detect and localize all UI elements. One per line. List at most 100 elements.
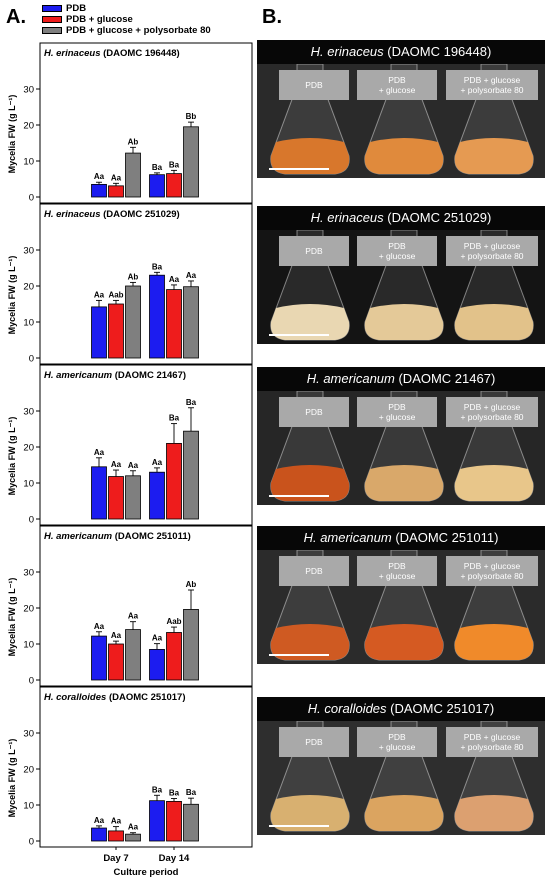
significance-label: Aa [128, 461, 139, 470]
significance-label: Aa [111, 173, 122, 182]
bar [166, 173, 182, 198]
culture-liquid [270, 624, 350, 660]
culture-liquid [364, 138, 444, 174]
photo-title: H. americanum (DAOMC 21467) [257, 367, 545, 391]
chart-title-strain: (DAOMC 251011) [112, 531, 191, 542]
y-tick-label: 20 [23, 765, 34, 776]
photo-title-species: H. americanum [303, 530, 392, 545]
legend-label-glucose: PDB + glucose [66, 14, 133, 25]
chart-frame [39, 203, 253, 365]
panel-a-letter: A. [6, 6, 26, 28]
photo-title-species: H. americanum [306, 371, 395, 386]
y-axis-label: Mycelia FW (g L⁻¹) [7, 95, 17, 174]
legend-label-pdb: PDB [66, 3, 87, 14]
photo-title-strain: (DAOMC 251017) [386, 701, 495, 716]
significance-label: Aa [94, 448, 105, 457]
significance-label: Aa [169, 275, 180, 284]
significance-label: Aa [94, 290, 105, 299]
y-tick-label: 0 [29, 515, 34, 526]
significance-label: Aa [152, 634, 163, 643]
medium-label: PDB [279, 556, 349, 586]
culture-liquid [454, 465, 534, 501]
photo-panel: H. erinaceus (DAOMC 251029) PDB PDB + gluc… [257, 206, 545, 344]
y-tick-label: 30 [23, 568, 34, 579]
culture-liquid [454, 624, 534, 660]
x-tick-label: Day 14 [159, 853, 190, 864]
significance-label: Aa [128, 612, 139, 621]
bar [166, 442, 182, 520]
significance-label: Aa [94, 816, 105, 825]
bar [91, 306, 107, 359]
legend-item-glucose: PDB + glucose [42, 14, 211, 25]
chart-title-strain: (DAOMC 251017) [106, 692, 185, 703]
y-axis-label: Mycelia FW (g L⁻¹) [7, 578, 17, 657]
medium-label: PDB [279, 236, 349, 266]
significance-label: Bb [186, 112, 197, 121]
y-tick-label: 20 [23, 121, 34, 132]
culture-liquid [364, 465, 444, 501]
photo-title-species: H. coralloides [307, 701, 387, 716]
bar [91, 635, 107, 681]
significance-label: Ab [128, 137, 139, 146]
y-axis-label: Mycelia FW (g L⁻¹) [7, 417, 17, 496]
scale-bar [269, 825, 329, 827]
y-tick-label: 30 [23, 85, 34, 96]
photo-title-species: H. erinaceus [310, 210, 384, 225]
legend-label-polysorbate: PDB + glucose + polysorbate 80 [66, 25, 211, 36]
significance-label: Ba [169, 789, 180, 798]
chart-title-species: H. americanum [44, 370, 113, 381]
medium-label: PDB [279, 70, 349, 100]
legend: PDB PDB + glucose PDB + glucose + polyso… [42, 3, 211, 36]
bar-charts-panel-a: H. erinaceus (DAOMC 196448) 0 10 20 30 Myceli… [7, 42, 253, 878]
significance-label: Aa [128, 823, 139, 832]
chart-title-species: H. coralloides [44, 692, 106, 703]
scale-bar [269, 334, 329, 336]
significance-label: Aa [111, 460, 122, 469]
culture-liquid [364, 624, 444, 660]
medium-label: PDB + glucose [357, 397, 437, 427]
significance-label: Ba [186, 398, 197, 407]
medium-label: PDB + glucose + polysorbate 80 [446, 556, 538, 586]
photo-panel: H. coralloides (DAOMC 251017) PDB PDB + gl… [257, 697, 545, 835]
bar [149, 274, 165, 359]
culture-liquid [364, 795, 444, 831]
bar [183, 803, 199, 842]
photo-title-strain: (DAOMC 21467) [394, 371, 496, 386]
medium-label: PDB + glucose [357, 70, 437, 100]
medium-label: PDB + glucose + polysorbate 80 [446, 70, 538, 100]
medium-label: PDB + glucose [357, 727, 437, 757]
photo-title-strain: (DAOMC 251011) [391, 530, 499, 545]
bar [183, 126, 199, 198]
significance-label: Ba [152, 785, 163, 794]
y-tick-label: 10 [23, 640, 34, 651]
bar [166, 801, 182, 842]
bar [166, 289, 182, 359]
medium-label: PDB + glucose + polysorbate 80 [446, 397, 538, 427]
culture-liquid [270, 138, 350, 174]
photo-title: H. coralloides (DAOMC 251017) [257, 697, 545, 721]
photo-title-strain: (DAOMC 196448) [383, 44, 492, 59]
significance-label: Ba [186, 788, 197, 797]
y-tick-label: 0 [29, 354, 34, 365]
bar [183, 286, 199, 359]
bar [125, 833, 141, 842]
y-tick-label: 0 [29, 837, 34, 848]
culture-liquid [454, 138, 534, 174]
photo-panel: H. americanum (DAOMC 21467) PDB PDB + gluc… [257, 367, 545, 505]
y-axis-label: Mycelia FW (g L⁻¹) [7, 256, 17, 335]
legend-swatch-polysorbate [42, 27, 62, 34]
significance-label: Ba [169, 414, 180, 423]
significance-label: Ab [186, 580, 197, 589]
chart-title-strain: (DAOMC 21467) [112, 370, 186, 381]
y-tick-label: 20 [23, 443, 34, 454]
significance-label: Aa [94, 622, 105, 631]
y-tick-label: 30 [23, 246, 34, 257]
significance-label: Aa [152, 458, 163, 467]
culture-liquid [364, 304, 444, 340]
bar [149, 471, 165, 520]
bar [108, 185, 124, 198]
chart-title: H. erinaceus (DAOMC 196448) [44, 48, 180, 59]
y-tick-label: 30 [23, 729, 34, 740]
y-tick-label: 10 [23, 318, 34, 329]
chart-title: H. americanum (DAOMC 251011) [44, 531, 191, 542]
